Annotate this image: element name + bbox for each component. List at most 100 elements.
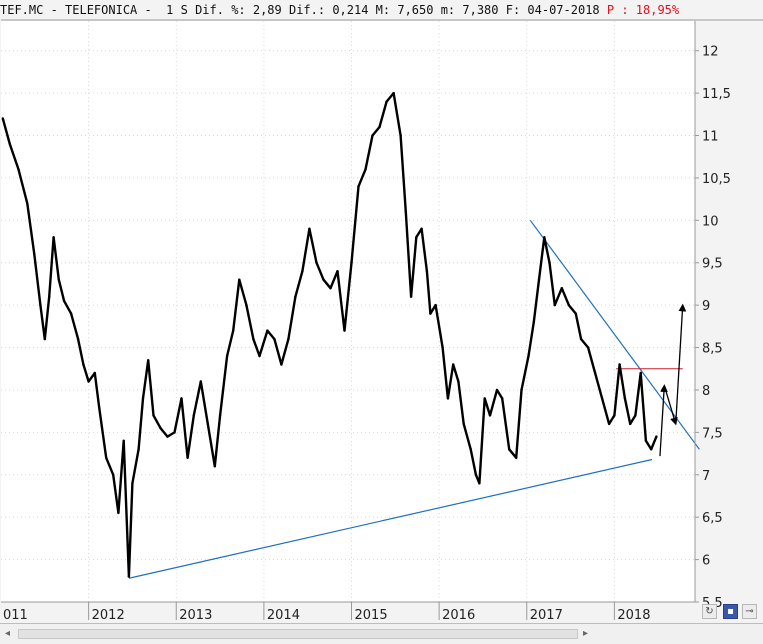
x-tick-label: 2015 bbox=[355, 608, 388, 623]
price-point bbox=[122, 439, 125, 442]
price-point bbox=[57, 278, 60, 281]
price-point bbox=[166, 435, 169, 438]
projection-arrow bbox=[663, 385, 678, 426]
price-point bbox=[258, 354, 261, 358]
price-point bbox=[206, 422, 209, 426]
price-point bbox=[452, 363, 455, 366]
price-point bbox=[515, 456, 518, 459]
axes: 1211,51110,5109,598,587,576,565,50112012… bbox=[1, 19, 763, 623]
price-point bbox=[93, 371, 97, 375]
price-point bbox=[52, 236, 55, 239]
price-point bbox=[213, 465, 216, 468]
price-point bbox=[634, 414, 637, 417]
price-point bbox=[488, 414, 492, 417]
projection-arrows bbox=[659, 303, 687, 457]
price-point bbox=[629, 422, 632, 426]
price-point bbox=[392, 91, 395, 95]
price-point bbox=[650, 448, 653, 451]
price-point bbox=[245, 303, 248, 307]
price-point bbox=[218, 414, 222, 417]
y-tick-label: 11,5 bbox=[702, 87, 731, 102]
price-point bbox=[17, 168, 20, 171]
price-point bbox=[508, 448, 511, 451]
price-point bbox=[180, 397, 183, 400]
header-info: TEF.MC - TELEFONICA - 1 S Dif. %: 2,89 D… bbox=[0, 3, 607, 17]
y-tick-label: 9,5 bbox=[702, 257, 723, 272]
price-point bbox=[192, 414, 195, 417]
refresh-icon[interactable]: ↻ bbox=[702, 604, 717, 619]
price-point bbox=[48, 295, 51, 298]
x-tick-label: 2014 bbox=[267, 608, 300, 623]
price-point bbox=[600, 397, 604, 400]
y-tick-label: 11 bbox=[702, 130, 719, 145]
x-tick-label: 2012 bbox=[92, 608, 125, 623]
price-point bbox=[655, 435, 658, 438]
price-point bbox=[199, 380, 202, 383]
y-tick-label: 10 bbox=[702, 214, 719, 229]
price-point bbox=[532, 320, 535, 324]
price-point bbox=[343, 329, 346, 332]
price-point bbox=[364, 168, 367, 171]
price-point bbox=[457, 380, 460, 383]
scroll-bar[interactable]: ◂ ▸ bbox=[0, 623, 763, 644]
y-tick-label: 10,5 bbox=[702, 172, 731, 187]
price-point bbox=[420, 227, 423, 230]
y-tick-label: 12 bbox=[702, 45, 719, 60]
price-point bbox=[322, 278, 325, 281]
price-point bbox=[39, 303, 42, 307]
price-point bbox=[1, 117, 4, 120]
price-point bbox=[623, 397, 627, 400]
price-point bbox=[280, 363, 283, 366]
price-point bbox=[527, 354, 530, 358]
x-tick-label: 011 bbox=[3, 608, 28, 623]
y-tick-label: 7 bbox=[702, 469, 710, 484]
price-point bbox=[357, 185, 360, 188]
price-point bbox=[474, 473, 478, 476]
save-icon[interactable]: ▪ bbox=[723, 604, 738, 619]
plot-background bbox=[1, 21, 695, 602]
y-tick-label: 7,5 bbox=[702, 426, 723, 441]
scroll-left-icon[interactable]: ◂ bbox=[5, 628, 11, 639]
price-point bbox=[238, 278, 241, 281]
y-tick-label: 8 bbox=[702, 384, 710, 399]
price-point bbox=[252, 337, 255, 341]
price-point bbox=[76, 337, 80, 341]
price-point bbox=[33, 253, 36, 256]
price-point bbox=[644, 439, 648, 442]
price-point bbox=[404, 210, 407, 213]
x-tick-label: 2016 bbox=[442, 608, 475, 623]
price-point bbox=[329, 287, 332, 290]
y-tick-label: 9 bbox=[702, 299, 710, 314]
price-point bbox=[574, 312, 577, 315]
price-point bbox=[82, 363, 85, 366]
x-tick-label: 2018 bbox=[617, 608, 650, 623]
price-point bbox=[87, 380, 90, 383]
projection-arrow bbox=[659, 384, 668, 457]
grid bbox=[1, 21, 695, 603]
price-point bbox=[173, 431, 176, 434]
price-point bbox=[560, 287, 563, 290]
trendlines bbox=[128, 219, 700, 579]
scroll-right-icon[interactable]: ▸ bbox=[583, 628, 589, 639]
pin-icon[interactable]: ⊸ bbox=[742, 604, 757, 619]
price-point bbox=[336, 270, 339, 273]
scroll-track[interactable] bbox=[18, 629, 578, 639]
price-point bbox=[117, 511, 120, 515]
price-point bbox=[586, 346, 590, 349]
y-tick-label: 6,5 bbox=[702, 511, 723, 526]
price-point bbox=[495, 388, 499, 392]
price-point bbox=[186, 456, 189, 459]
price-point bbox=[69, 312, 73, 315]
price-point bbox=[378, 125, 381, 129]
price-point bbox=[287, 337, 290, 341]
price-point bbox=[225, 354, 229, 358]
price-point bbox=[613, 414, 616, 417]
price-point bbox=[567, 303, 570, 307]
x-tick-label: 2013 bbox=[179, 608, 212, 623]
price-point bbox=[301, 270, 304, 273]
price-point bbox=[593, 371, 597, 375]
price-point bbox=[441, 346, 444, 349]
price-line bbox=[1, 91, 658, 578]
price-point bbox=[415, 236, 418, 239]
